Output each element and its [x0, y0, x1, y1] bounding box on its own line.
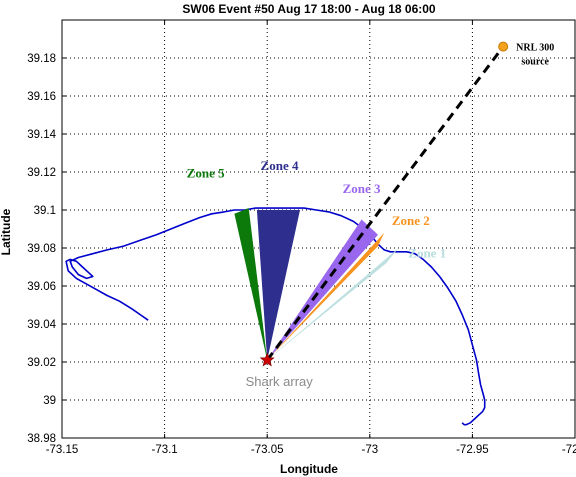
y-tick-label: 39.12: [27, 167, 56, 179]
markers-layer: [259, 41, 509, 367]
source-bearing-line: [266, 45, 505, 362]
x-axis-label: Longitude: [280, 462, 338, 476]
zone-label-5: Zone 5: [187, 166, 225, 181]
tick-labels: -73.15 -73.1 -73.05 -73 -72.95 -72.9 38.98 39 39…: [27, 20, 576, 456]
shark-array-marker: [259, 352, 275, 367]
y-axis-label: Latitude: [0, 208, 13, 255]
ship-track-layer: [65, 207, 486, 426]
x-tick-label: -72.9: [562, 444, 576, 456]
x-tick-label: -73.1: [151, 444, 177, 456]
y-tick-label: 39.1: [34, 205, 56, 217]
y-tick-label: 39.16: [27, 91, 56, 103]
x-tick-label: -73.15: [46, 444, 79, 456]
ship-track-line: [65, 207, 486, 426]
zone-label-1: Zone 1: [408, 246, 446, 261]
source-label-line2: source: [521, 57, 549, 68]
x-tick-label: -73: [361, 444, 378, 456]
y-tick-label: 39.08: [27, 243, 56, 255]
zones-layer: [234, 208, 399, 361]
zone-wedge-3: [267, 219, 378, 361]
grid: [62, 20, 575, 438]
y-tick-label: 39.02: [27, 357, 56, 369]
zone-label-4: Zone 4: [261, 158, 299, 173]
zone-wedge-4: [256, 210, 300, 361]
source-marker: [498, 41, 509, 52]
zone-wedge-2: [267, 232, 385, 361]
y-tick-label: 39.04: [27, 319, 56, 331]
x-tick-label: -72.95: [456, 444, 489, 456]
y-tick-label: 39.14: [27, 129, 56, 141]
zone-wedge-1: [267, 248, 399, 361]
source-label-line1: NRL 300: [516, 43, 554, 54]
y-tick-label: 38.98: [27, 433, 56, 445]
zone-label-3: Zone 3: [343, 181, 381, 196]
annotation-layer: Zone 1 Zone 2 Zone 3 Zone 4 Zone 5 NRL 300 sou…: [187, 43, 555, 390]
y-tick-label: 39.18: [27, 53, 56, 65]
x-tick-label: -73.05: [251, 444, 284, 456]
chart-title: SW06 Event #50 Aug 17 18:00 - Aug 18 06:…: [182, 2, 436, 16]
zone-label-2: Zone 2: [392, 213, 430, 228]
shark-array-label: Shark array: [246, 374, 314, 389]
plot-frame: [61, 19, 576, 439]
y-tick-label: 39: [43, 395, 56, 407]
y-tick-label: 39.06: [27, 281, 56, 293]
zone-wedge-5: [234, 208, 268, 361]
